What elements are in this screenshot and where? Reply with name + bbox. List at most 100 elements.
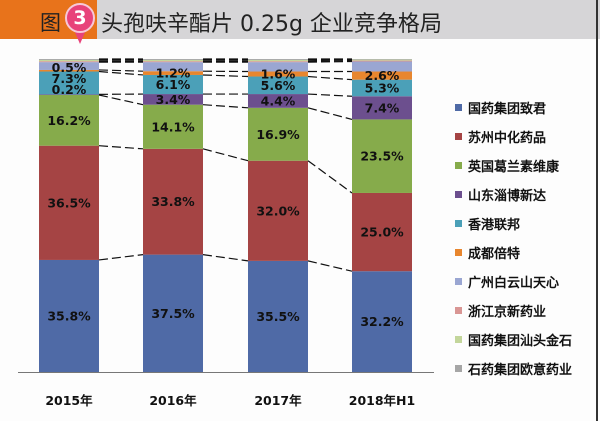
data-label: 14.1% — [151, 119, 195, 134]
bar-segment — [143, 104, 203, 149]
bar-segment — [143, 62, 203, 72]
data-label: 23.5% — [360, 149, 404, 164]
bar-segment — [352, 60, 412, 62]
bar-segment — [143, 71, 203, 75]
bar-segment — [39, 61, 99, 63]
legend-item: 浙江京新药业 — [455, 301, 585, 330]
legend-item: 国药集团致君 — [455, 98, 585, 127]
data-label: 7.4% — [365, 100, 400, 115]
data-label: 16.2% — [47, 113, 91, 128]
legend-item: 成都倍特 — [455, 243, 585, 272]
data-label: 16.9% — [256, 127, 300, 142]
series-connector-line — [307, 59, 353, 62]
legend-item: 香港联邦 — [455, 214, 585, 243]
series-connector-line — [202, 254, 249, 262]
series-connector-line — [307, 75, 353, 81]
bar-segment — [39, 94, 99, 146]
legend-swatch — [455, 104, 462, 111]
bar-segment — [39, 259, 99, 372]
legend-swatch — [455, 220, 462, 227]
data-label: 5.6% — [261, 78, 296, 93]
legend-swatch — [455, 133, 462, 140]
data-label: 37.5% — [151, 306, 195, 321]
legend-label: 英国葛兰素维康 — [468, 160, 560, 175]
series-connector-line — [98, 145, 144, 150]
bar-segment — [143, 94, 203, 105]
legend-swatch — [455, 278, 462, 285]
bar-segment — [248, 160, 308, 261]
data-label: 5.3% — [365, 80, 400, 95]
x-tick-label: 2017年 — [254, 393, 302, 408]
data-label: 33.8% — [151, 194, 195, 209]
bar-segment — [248, 107, 308, 161]
bar-segment — [352, 61, 412, 72]
right-border-line — [596, 0, 598, 421]
bar-segment — [39, 69, 99, 72]
legend-swatch — [455, 191, 462, 198]
badge-pointer-icon — [74, 30, 86, 44]
data-label: 36.5% — [47, 195, 91, 210]
legend-label: 苏州中化药品 — [468, 131, 547, 146]
bar-segment — [248, 59, 308, 62]
series-connector-line — [307, 107, 353, 120]
data-label: 6.1% — [156, 77, 191, 92]
bar-segment — [143, 148, 203, 255]
legend-item: 苏州中化药品 — [455, 127, 585, 156]
series-connector-line — [307, 260, 353, 272]
bar-segment — [39, 59, 99, 62]
series-connector-line — [98, 254, 144, 261]
data-label: 1.6% — [261, 66, 296, 81]
bar-segment — [39, 71, 99, 95]
legend-label: 山东淄博新达 — [468, 189, 547, 204]
series-connector-line — [307, 60, 353, 63]
x-tick-label: 2016年 — [149, 393, 197, 408]
bar-segment — [39, 94, 99, 95]
series-connector-line — [202, 104, 249, 109]
bar-segment — [352, 71, 412, 80]
legend-label: 香港联邦 — [468, 218, 521, 233]
bar-segment — [39, 59, 99, 60]
data-label: 1.2% — [156, 66, 191, 81]
bar-segment — [352, 79, 412, 97]
bar-segment — [248, 260, 308, 372]
x-tick-label: 2015年 — [45, 393, 93, 408]
data-label: 32.0% — [256, 203, 300, 218]
bar-segment — [143, 74, 203, 95]
bar-segment — [143, 59, 203, 62]
bar-segment — [352, 96, 412, 120]
x-tick-label: 2018年H1 — [349, 393, 415, 408]
legend-label: 国药集团汕头金石 — [468, 334, 573, 349]
legend-item: 国药集团汕头金石 — [455, 330, 585, 359]
data-label: 35.5% — [256, 309, 300, 324]
bar-segment — [39, 145, 99, 260]
series-connector-line — [307, 160, 353, 194]
legend-label: 国药集团致君 — [468, 102, 547, 117]
legend-swatch — [455, 249, 462, 256]
data-label: 35.8% — [47, 308, 91, 323]
bar-segment — [352, 271, 412, 372]
bar-segment — [352, 59, 412, 60]
data-label: 2.6% — [365, 68, 400, 83]
bar-segment — [248, 62, 308, 72]
legend-swatch — [455, 365, 462, 372]
chart-legend: 国药集团致君 苏州中化药品 英国葛兰素维康 山东淄博新达 香港联邦成都倍特广州白云山天心… — [455, 98, 585, 388]
chart-title: 头孢呋辛酯片 0.25g 企业竞争格局 — [101, 12, 442, 37]
bar-segment — [39, 62, 99, 70]
series-connector-line — [98, 69, 144, 72]
bar-segment — [248, 94, 308, 108]
legend-swatch — [455, 307, 462, 314]
legend-swatch — [455, 162, 462, 169]
legend-label: 浙江京新药业 — [468, 305, 547, 320]
legend-item: 石药集团欧意药业 — [455, 359, 585, 388]
series-connector-line — [98, 94, 144, 106]
legend-item: 英国葛兰素维康 — [455, 156, 585, 185]
bar-segment — [143, 254, 203, 372]
legend-label: 广州白云山天心 — [468, 276, 560, 291]
legend-item: 广州白云山天心 — [455, 272, 585, 301]
series-connector-line — [202, 74, 249, 78]
series-connector-line — [98, 70, 144, 76]
legend-label: 成都倍特 — [468, 247, 521, 262]
bar-segment — [248, 59, 308, 60]
data-label: 0.2% — [52, 82, 87, 97]
